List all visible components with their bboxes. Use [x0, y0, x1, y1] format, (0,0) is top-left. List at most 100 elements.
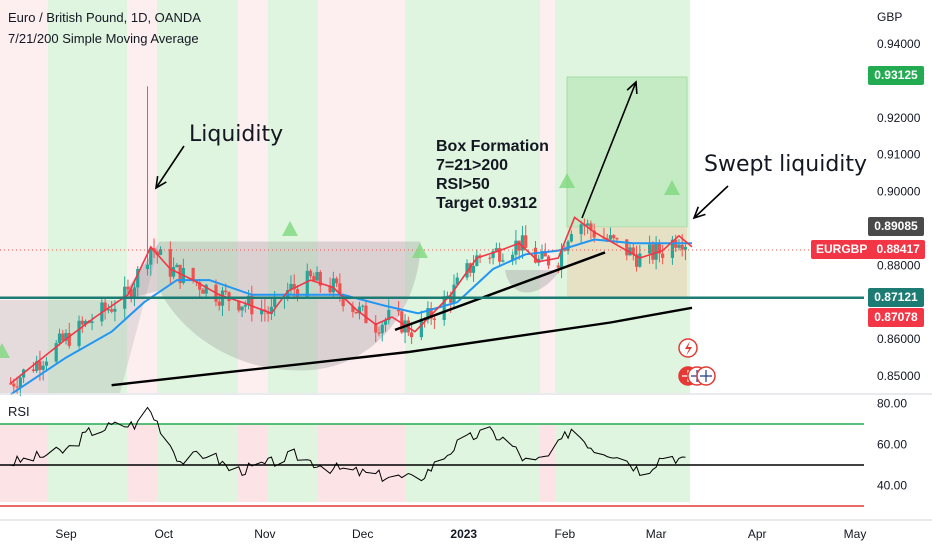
flag-icon-cross [700, 370, 712, 382]
candle-body [201, 289, 205, 294]
candle-body [432, 318, 437, 320]
candle-body [132, 287, 137, 299]
liquidity-arrow-head [154, 176, 167, 190]
candle-body [224, 290, 228, 293]
time-axis-tick: Apr [748, 527, 767, 541]
candle-body [374, 323, 378, 333]
target-arrow-head [626, 80, 638, 95]
candle-body [18, 377, 22, 388]
candle-body [661, 253, 665, 258]
candle-body [145, 264, 150, 270]
candle-body [638, 253, 642, 267]
candle-body [452, 284, 456, 303]
bearish-regime-band [318, 0, 405, 393]
candle-body [61, 333, 65, 341]
candle-body [315, 272, 319, 281]
candle-body [377, 332, 381, 334]
box-note-line: Target 0.9312 [436, 195, 538, 212]
swept-arrow-head [692, 206, 706, 220]
candle-body [683, 246, 688, 250]
rsi-axis-tick: 80.00 [877, 397, 907, 411]
candle-body [647, 244, 652, 254]
candle-body [520, 235, 525, 251]
candle-body [449, 295, 453, 303]
price-axis-tick: 0.92000 [877, 111, 921, 125]
bearish-regime-band [0, 0, 48, 393]
candle-body [471, 265, 476, 273]
candle-body [126, 286, 130, 290]
rsi-bullish-band [157, 424, 238, 502]
candle-body [475, 255, 479, 266]
rsi-bullish-band [268, 424, 318, 502]
candle-body [357, 306, 362, 314]
time-axis-tick: 2023 [450, 527, 477, 541]
time-axis-tick: Sep [55, 527, 77, 541]
candle-body [250, 295, 254, 315]
target-arrow [581, 81, 637, 219]
price-axis-tick: 0.90000 [877, 185, 921, 199]
box-formation-zone [567, 227, 687, 297]
bullish-regime-band [157, 0, 238, 393]
rsi-bearish-band [540, 424, 555, 502]
candle-body [651, 244, 655, 260]
candle-body [383, 320, 388, 325]
candle-body [15, 386, 19, 388]
candle-body [328, 285, 332, 293]
candle-body [546, 256, 551, 266]
candle-body [54, 343, 58, 362]
candle-body [158, 249, 163, 255]
candle-body [396, 309, 401, 312]
chart-title: Euro / British Pound, 1D, OANDA [8, 10, 201, 25]
rsi-bearish-band [318, 424, 405, 502]
candle-body [110, 309, 114, 312]
bullish-regime-band [48, 0, 127, 393]
candle-body [31, 369, 35, 372]
candle-body [312, 276, 316, 281]
candle-body [361, 305, 365, 307]
candle-body [335, 278, 339, 284]
time-axis-tick: Dec [352, 527, 373, 541]
candle-body [240, 306, 244, 311]
signal-triangle [412, 243, 428, 258]
candle-body [533, 247, 538, 263]
candle-body [308, 270, 313, 277]
bearish-regime-band [238, 0, 268, 393]
sma7-line [10, 216, 693, 385]
time-axis-tick: Oct [154, 527, 173, 541]
candle-body [149, 248, 153, 265]
liquidity-arrow [155, 145, 185, 189]
candle-body [514, 240, 518, 255]
rsi-bullish-band [555, 424, 690, 502]
box-note-line: 7=21>200 [436, 157, 509, 174]
candle-body [289, 284, 293, 290]
candle-body [569, 234, 573, 242]
signal-triangle [559, 173, 575, 188]
candle-body [566, 241, 570, 251]
support-price-badge: 0.87121 [868, 288, 924, 307]
candle-body [136, 269, 140, 288]
flash-icon-bolt [685, 341, 692, 356]
candle-body [269, 306, 274, 314]
candle-body [38, 361, 42, 370]
time-axis-tick: Nov [254, 527, 275, 541]
candle-body [429, 308, 433, 319]
last-price: 0.88417 [876, 242, 920, 256]
candle-body [445, 295, 450, 297]
lower-price-badge: 0.87078 [868, 308, 924, 327]
candle-body [625, 239, 629, 256]
candle-body [80, 320, 84, 325]
candle-body [406, 320, 410, 333]
rsi-axis-tick: 40.00 [877, 479, 907, 493]
box-formation-note: Box Formation 7=21>200 RSI>50 Target 0.9… [436, 137, 549, 213]
candle-body [442, 296, 446, 320]
candle-body [524, 235, 528, 248]
time-axis-tick: Feb [554, 527, 575, 541]
small-cup-shape [505, 270, 560, 293]
candle-body [295, 289, 300, 297]
candle-body [273, 298, 277, 307]
candle-body [488, 257, 492, 259]
box-top-price-badge: 0.89085 [868, 217, 924, 236]
candle-body [44, 361, 49, 366]
candle-body [341, 295, 345, 307]
